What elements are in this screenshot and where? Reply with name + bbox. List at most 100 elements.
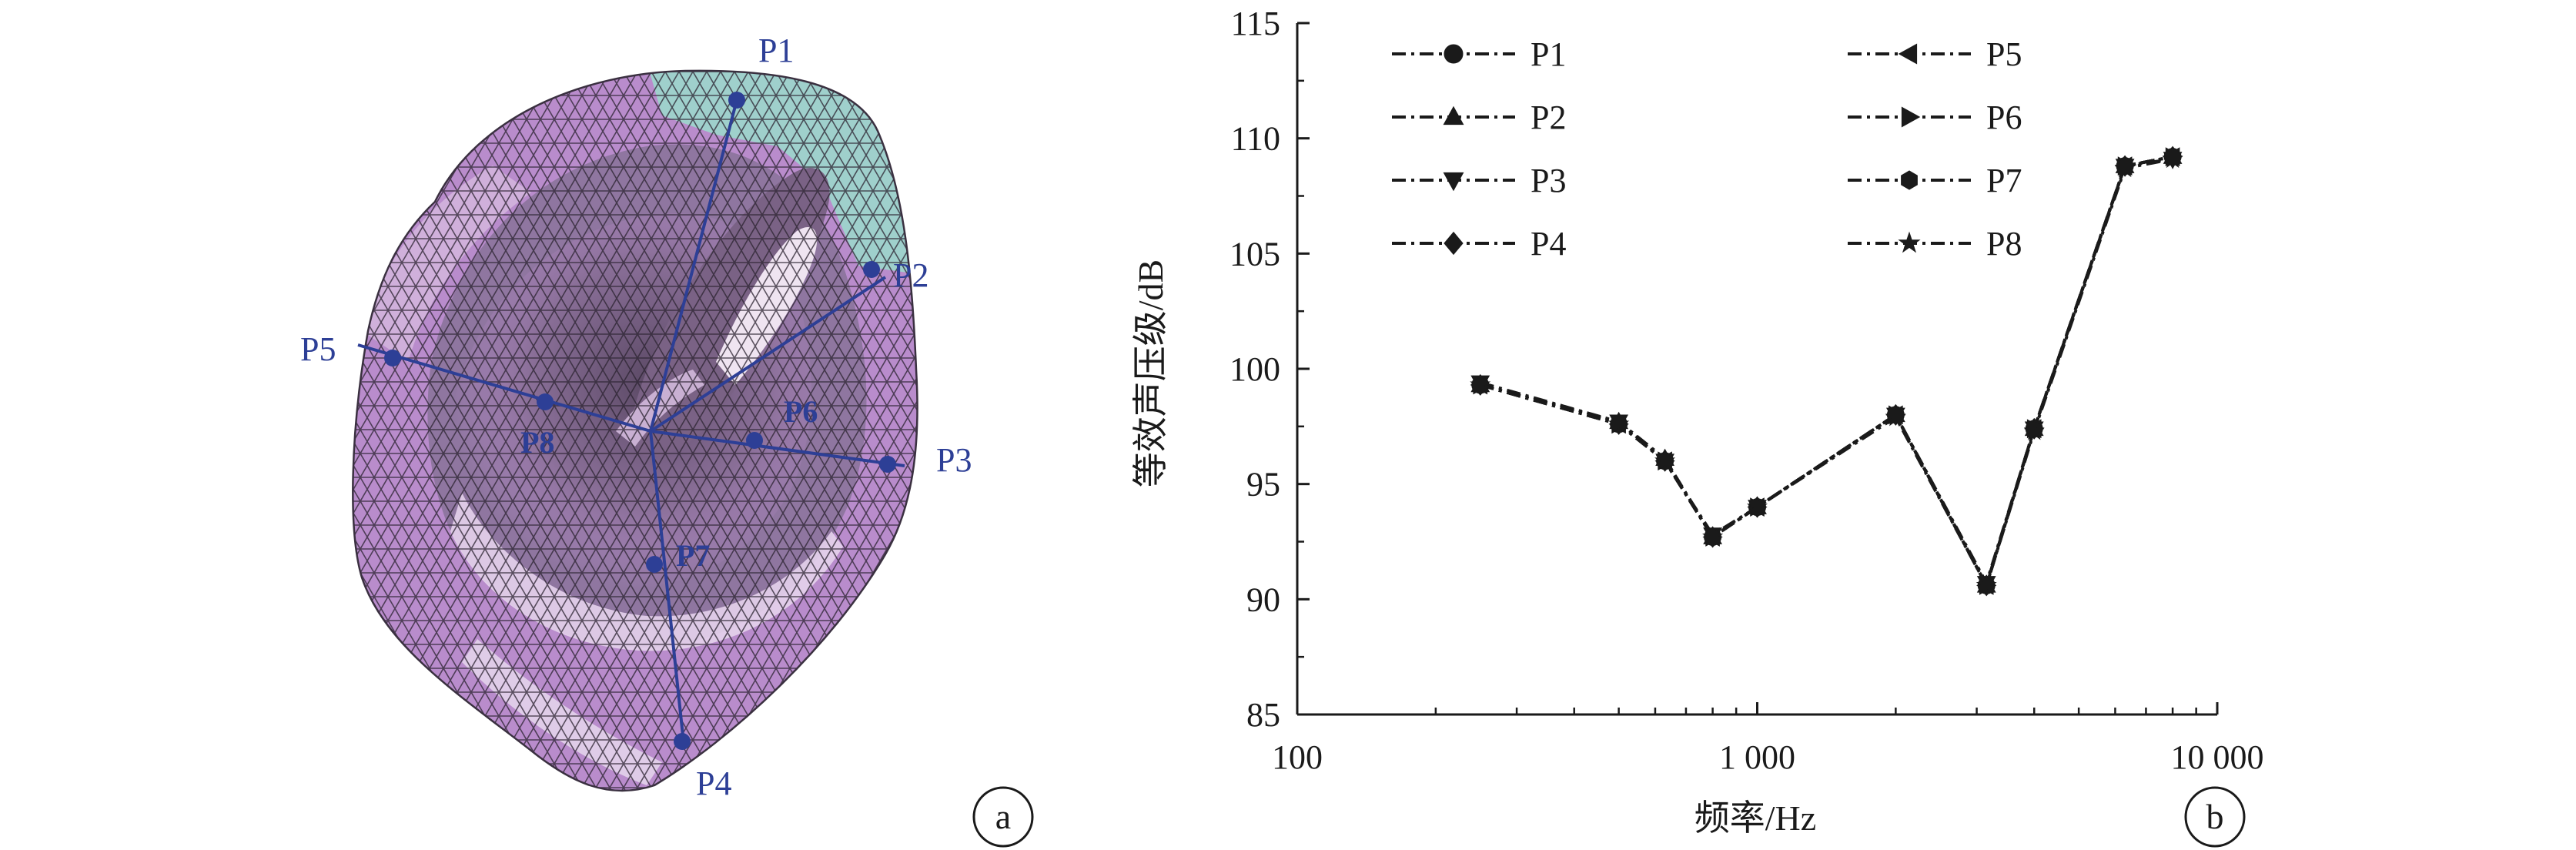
point-p8-250	[1470, 373, 1491, 394]
legend-label-p6: P6	[1986, 99, 2022, 136]
probe-point-p8	[537, 393, 554, 410]
legend-marker-p4	[1444, 231, 1464, 256]
legend-label-p7: P7	[1986, 162, 2022, 199]
probe-line-p3	[650, 430, 905, 467]
series-p6	[1473, 147, 2183, 595]
point-p8-630	[1654, 450, 1676, 470]
x-axis-ticks: 100 1 000 10 000	[1272, 702, 2264, 776]
probe-labels: P1 P2 P3 P4 P5 P6 P7 P8	[300, 32, 972, 802]
point-p8-3150	[1975, 574, 1997, 594]
legend-item-p5: P5	[1848, 35, 2022, 73]
legend-marker-p2	[1443, 105, 1464, 125]
legend-marker-p8	[1898, 231, 1921, 253]
probe-label-p6: P6	[784, 394, 818, 429]
point-p8-1000	[1746, 496, 1768, 517]
series-line-p4	[1480, 155, 2173, 590]
x-tick-label-100: 100	[1272, 738, 1323, 776]
probe-line-p4	[649, 430, 685, 744]
chart-legend: P1 P2 P3 P4 P5 P6 P7 P8	[1392, 35, 2022, 263]
y-tick-label-95: 95	[1246, 466, 1280, 504]
y-axis-title: 等效声压级/dB	[1131, 259, 1170, 487]
legend-item-p4: P4	[1392, 225, 1566, 263]
probe-lines	[357, 99, 905, 744]
probe-label-p7: P7	[676, 538, 710, 573]
legend-label-p5: P5	[1986, 35, 2022, 73]
probe-label-p5: P5	[300, 330, 336, 368]
series-line-p1	[1480, 155, 2173, 590]
series-line-p3	[1480, 157, 2173, 587]
chart-series	[1470, 146, 2183, 597]
legend-label-p8: P8	[1986, 225, 2022, 263]
y-axis-ticks: 85 90 95 100 105 110 115	[1229, 5, 1310, 734]
y-tick-label-105: 105	[1229, 235, 1280, 273]
panel-b-label-text: b	[2206, 797, 2224, 836]
legend-marker-p7	[1901, 170, 1918, 190]
point-p8-8000	[2162, 148, 2183, 169]
panel-a-mesh-figure: P1 P2 P3 P4 P5 P6 P7 P8 a	[300, 32, 1034, 848]
panel-a-label-text: a	[995, 797, 1011, 836]
probe-point-p2	[863, 261, 880, 278]
probe-label-p8: P8	[520, 425, 554, 460]
probe-label-p3: P3	[936, 441, 972, 479]
series-p3	[1470, 152, 2183, 594]
point-p8-2000	[1885, 406, 1906, 427]
series-line-p7	[1480, 155, 2173, 590]
series-p8	[1470, 148, 2183, 594]
probe-point-p7	[646, 556, 663, 573]
series-line-p8	[1480, 157, 2173, 590]
legend-label-p1: P1	[1531, 35, 1566, 73]
legend-marker-p6	[1901, 106, 1921, 128]
probe-point-p6	[746, 432, 763, 449]
legend-item-p7: P7	[1848, 162, 2022, 199]
probe-label-p4: P4	[696, 765, 731, 802]
series-p5	[1470, 147, 2180, 595]
legend-marker-p5	[1898, 43, 1918, 65]
x-tick-label-1000: 1 000	[1719, 738, 1795, 776]
panel-a-label: a	[972, 786, 1034, 848]
legend-marker-p3	[1443, 172, 1464, 192]
series-p4	[1471, 146, 2182, 597]
probe-label-p1: P1	[758, 32, 794, 69]
chart-axes	[1296, 23, 2217, 716]
probe-point-p3	[879, 456, 896, 473]
point-p8-500	[1608, 413, 1630, 433]
legend-item-p1: P1	[1392, 35, 1566, 73]
probe-point-p4	[674, 733, 691, 750]
legend-item-p3: P3	[1392, 162, 1566, 199]
point-p8-800	[1702, 526, 1724, 547]
probe-line-p2	[649, 276, 887, 433]
series-p2	[1470, 146, 2183, 593]
point-p8-4000	[2023, 420, 2045, 440]
y-tick-label-115: 115	[1231, 5, 1280, 42]
ear-outline	[352, 69, 918, 792]
x-tick-label-10000: 10 000	[2171, 738, 2264, 776]
y-tick-label-90: 90	[1246, 581, 1280, 618]
legend-item-p8: P8	[1848, 225, 2022, 263]
probe-point-p1	[728, 92, 745, 109]
probe-line-p1	[649, 99, 738, 432]
y-tick-label-110: 110	[1231, 120, 1280, 158]
probe-points	[384, 92, 896, 750]
point-p8-6300	[2114, 157, 2136, 178]
legend-label-p4: P4	[1531, 225, 1566, 263]
legend-item-p2: P2	[1392, 99, 1566, 136]
series-line-p6	[1480, 155, 2173, 590]
y-tick-label-100: 100	[1229, 350, 1280, 388]
ear-mesh	[353, 70, 918, 791]
probe-line-p5	[357, 343, 651, 433]
probe-point-p5	[384, 350, 401, 366]
series-p7	[1472, 148, 2181, 594]
legend-label-p2: P2	[1531, 99, 1566, 136]
series-p1	[1471, 148, 2182, 594]
x-axis-title: 频率/Hz	[1694, 798, 1816, 838]
series-line-p5	[1480, 155, 2173, 590]
legend-label-p3: P3	[1531, 162, 1566, 199]
series-line-p2	[1480, 155, 2173, 590]
panel-b-label: b	[2184, 786, 2246, 848]
legend-item-p6: P6	[1848, 99, 2022, 136]
y-tick-label-85: 85	[1246, 696, 1280, 734]
legend-marker-p1	[1444, 44, 1464, 64]
probe-label-p2: P2	[893, 256, 928, 294]
